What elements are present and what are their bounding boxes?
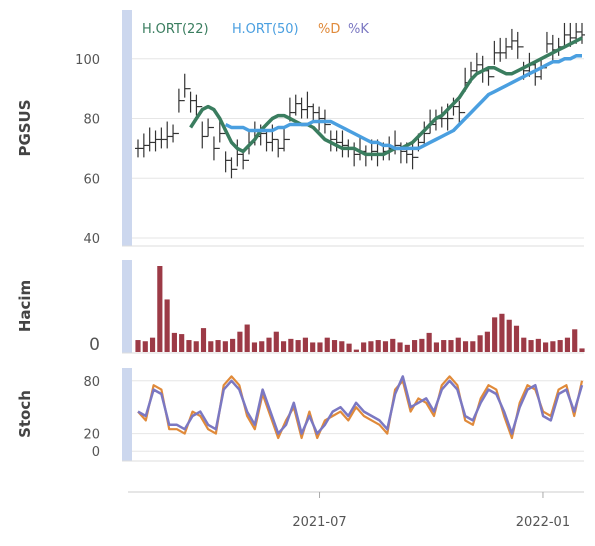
legend-pctD[interactable]: %D	[318, 22, 340, 37]
volume-bar	[237, 331, 243, 352]
volume-bar	[251, 342, 258, 352]
volume-bar	[186, 340, 192, 352]
volume-bar	[492, 317, 498, 352]
volume-bar	[273, 331, 279, 352]
ma22-line	[189, 36, 583, 157]
volume-bar	[550, 341, 556, 352]
pctD-line	[137, 375, 584, 440]
ma50-line	[224, 54, 582, 151]
x-axis: 2021-07 2022-01	[128, 491, 584, 530]
volume-bar	[455, 337, 461, 352]
volume-bar	[208, 341, 214, 352]
volume-bar	[302, 337, 308, 352]
volume-bar	[230, 338, 236, 352]
volume-bar	[331, 340, 338, 352]
volume-bar	[506, 319, 512, 352]
volume-bar	[375, 340, 381, 352]
volume-bar	[310, 342, 316, 352]
volume-bar	[200, 328, 207, 352]
volume-bar	[484, 331, 490, 352]
stoch-panel: 0 20 80	[83, 375, 584, 460]
volume-bar	[324, 337, 330, 352]
volume-bar	[368, 341, 374, 352]
volume-bar	[142, 341, 148, 352]
volume-bar	[448, 340, 454, 352]
price-panel: 40 60 80 100	[75, 22, 585, 247]
volume-bar	[412, 340, 418, 352]
volume-bar	[513, 325, 520, 352]
volume-bar	[295, 340, 301, 352]
price-ytick-label: 100	[75, 53, 100, 68]
volume-panel-bar	[122, 260, 132, 353]
price-panel-bar	[122, 10, 132, 246]
volume-bar	[441, 340, 447, 352]
volume-bar	[543, 342, 549, 352]
stoch-panel-bar	[122, 368, 132, 461]
volume-ylabel: Hacim	[16, 280, 34, 332]
stoch-ytick-label: 0	[92, 445, 100, 460]
legend-pctK[interactable]: %K	[348, 22, 369, 37]
volume-bar	[266, 337, 272, 352]
volume-bar	[171, 332, 177, 352]
volume-bar	[426, 332, 432, 352]
price-ytick-label: 80	[83, 113, 100, 128]
volume-bar	[361, 342, 367, 352]
volume-bar	[280, 341, 287, 352]
volume-bar	[419, 338, 425, 352]
volume-bar	[477, 335, 483, 352]
volume-bar	[317, 342, 323, 352]
volume-bar	[433, 342, 440, 352]
price-ytick-label: 40	[83, 232, 100, 247]
legend: H.ORT(22) H.ORT(50) %D %K	[142, 22, 369, 37]
stoch-ytick-label: 20	[83, 428, 100, 443]
legend-ma50[interactable]: H.ORT(50)	[232, 22, 299, 37]
legend-ma22[interactable]: H.ORT(22)	[142, 22, 209, 37]
volume-bar	[353, 349, 359, 352]
volume-bar	[149, 337, 156, 352]
x-tick-label: 2022-01	[516, 515, 570, 530]
volume-panel: 0	[89, 266, 585, 355]
volume-bar	[390, 338, 396, 352]
volume-bar	[164, 299, 170, 352]
volume-bar	[382, 341, 389, 352]
volume-bar	[579, 348, 585, 352]
volume-bar	[179, 334, 185, 352]
volume-ytick-label: 0	[89, 335, 100, 355]
volume-bar	[215, 340, 221, 352]
volume-bar	[572, 329, 578, 352]
volume-bar	[528, 340, 534, 352]
pctK-line	[137, 375, 584, 435]
volume-bar	[135, 340, 141, 352]
volume-bar	[244, 324, 250, 352]
volume-bar	[157, 266, 163, 352]
volume-bar	[499, 313, 505, 352]
volume-bar	[462, 341, 469, 352]
x-tick-label: 2021-07	[292, 515, 346, 530]
volume-bar	[339, 341, 345, 352]
price-ylabel: PGSUS	[16, 99, 34, 156]
stoch-ylabel: Stoch	[16, 390, 34, 438]
stoch-ytick-label: 80	[83, 375, 100, 390]
volume-bar	[404, 344, 410, 352]
price-ytick-label: 60	[83, 172, 100, 187]
volume-bar	[535, 338, 541, 352]
volume-bar	[288, 338, 294, 352]
volume-bar	[193, 341, 199, 352]
volume-bar	[470, 341, 476, 352]
volume-bar	[259, 341, 265, 352]
volume-bar	[557, 340, 563, 352]
volume-bar	[346, 343, 352, 352]
volume-bar	[564, 337, 571, 352]
volume-bar	[397, 342, 403, 352]
volume-bar	[521, 337, 527, 352]
volume-bar	[222, 341, 228, 352]
